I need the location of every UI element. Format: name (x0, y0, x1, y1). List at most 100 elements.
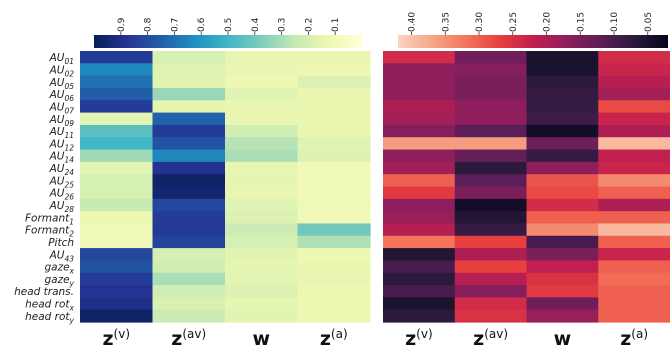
heatmap-cell (598, 272, 670, 286)
colorbar-tick-label: 0.2 (304, 18, 314, 32)
colorbar-tick-label: 0.10 (610, 12, 620, 32)
heatmap-cell (454, 248, 528, 262)
left-panel: 0.9 0.8 0.7 0.6 0.5 0.4 0.3 0.2 0.1 z(v) z(av) w z(a… (80, 17, 371, 350)
heatmap-cell (80, 124, 154, 138)
heatmap-cell (297, 248, 371, 262)
heatmap-cell (454, 198, 528, 212)
heatmap-cell (526, 235, 599, 249)
heatmap-cell (383, 309, 456, 323)
heatmap-cell (598, 186, 670, 200)
heatmap-cell (383, 149, 456, 163)
heatmap-cell (383, 100, 456, 114)
heatmap-cell (80, 63, 154, 77)
colorbar-tick-label: 0.6 (197, 17, 207, 32)
heatmap-cell (225, 297, 299, 311)
heatmap-cell (152, 137, 226, 151)
heatmap-cell (152, 248, 226, 262)
heatmap-cell (80, 186, 154, 200)
heatmap-cell (383, 75, 456, 89)
heatmap-cell (526, 198, 599, 212)
heatmap-cell (297, 112, 371, 126)
heatmap-cell (383, 235, 456, 249)
heatmap-cell (225, 211, 299, 225)
heatmap-cell (80, 149, 154, 163)
colorbar-tick-label: 0.05 (644, 12, 654, 32)
heatmap-cell (225, 51, 299, 64)
heatmap-cell (383, 186, 456, 200)
heatmap-cell (225, 124, 299, 138)
heatmap-cell (152, 223, 226, 237)
column-label: z(v) (102, 327, 130, 350)
row-label: gazey (44, 274, 74, 288)
heatmap-cell (225, 87, 299, 101)
row-label: AU11 (49, 126, 74, 140)
column-label: z(av) (171, 327, 206, 350)
heatmap-cell (383, 272, 456, 286)
colorbar-tick-label: 0.35 (441, 12, 451, 32)
colorbar-tick-label: 0.7 (170, 18, 180, 32)
heatmap-cell (526, 248, 599, 262)
heatmap-cell (383, 124, 456, 138)
heatmap-cell (152, 112, 226, 126)
heatmap-cell (80, 309, 154, 323)
colorbar (398, 35, 668, 48)
heatmap-cell (598, 309, 670, 323)
heatmap-cell (526, 174, 599, 188)
row-label: Formant1 (25, 212, 74, 226)
heatmap-cell (152, 186, 226, 200)
heatmap-cell (526, 100, 599, 114)
heatmap-cell (152, 174, 226, 188)
right-panel: 0.40 0.35 0.30 0.25 0.20 0.15 0.10 0.05 z(v) z(av… (383, 12, 670, 350)
heatmap-cell (225, 100, 299, 114)
heatmap-cell (526, 285, 599, 298)
heatmap-cell (526, 51, 599, 64)
heatmap-cell (297, 63, 371, 77)
heatmap-cell (454, 297, 528, 311)
heatmap-cell (598, 137, 670, 151)
heatmap-cell (225, 149, 299, 163)
heatmap-cell (152, 100, 226, 114)
row-label: head rotx (25, 299, 74, 313)
heatmap-cell (80, 87, 154, 101)
row-label: AU12 (49, 138, 75, 152)
heatmap-cell (526, 161, 599, 175)
heatmap-cell (80, 211, 154, 225)
heatmap-cell (80, 285, 154, 298)
heatmap-cell (80, 51, 154, 64)
row-label: AU14 (49, 151, 75, 165)
heatmap-cell (152, 235, 226, 249)
heatmap-cell (454, 51, 528, 64)
column-label: z(av) (473, 327, 508, 350)
heatmap-cell (152, 87, 226, 101)
colorbar-tick-label: 0.40 (408, 12, 418, 32)
heatmap-cell (152, 63, 226, 77)
heatmap-cell (225, 75, 299, 89)
heatmap-cell (80, 75, 154, 89)
row-label: Pitch (48, 237, 74, 249)
heatmap-cell (526, 297, 599, 311)
heatmap-cell (598, 161, 670, 175)
heatmap-cell (297, 124, 371, 138)
heatmap-cell (454, 272, 528, 286)
heatmap-cell (152, 297, 226, 311)
heatmap-cell (225, 260, 299, 274)
heatmap-cell (80, 223, 154, 237)
column-label: w (554, 328, 572, 350)
heatmap-cell (297, 174, 371, 188)
heatmap-cell (225, 198, 299, 212)
row-label: AU26 (49, 188, 75, 202)
heatmap-cell (383, 248, 456, 262)
colorbar-tick-label: 0.20 (543, 12, 553, 32)
heatmap-cell (598, 149, 670, 163)
heatmap-cell (598, 285, 670, 298)
heatmap-cell (297, 309, 371, 323)
heatmap-cell (383, 260, 456, 274)
colorbar-tick-label: 0.9 (117, 17, 127, 32)
heatmap-cell (383, 211, 456, 225)
heatmap-cell (152, 272, 226, 286)
colorbar-tick-label: 0.30 (475, 12, 485, 32)
colorbar-tick-label: 0.4 (251, 17, 261, 32)
heatmap-cell (526, 75, 599, 89)
heatmap-cell (454, 211, 528, 225)
heatmap-cell (383, 51, 456, 64)
